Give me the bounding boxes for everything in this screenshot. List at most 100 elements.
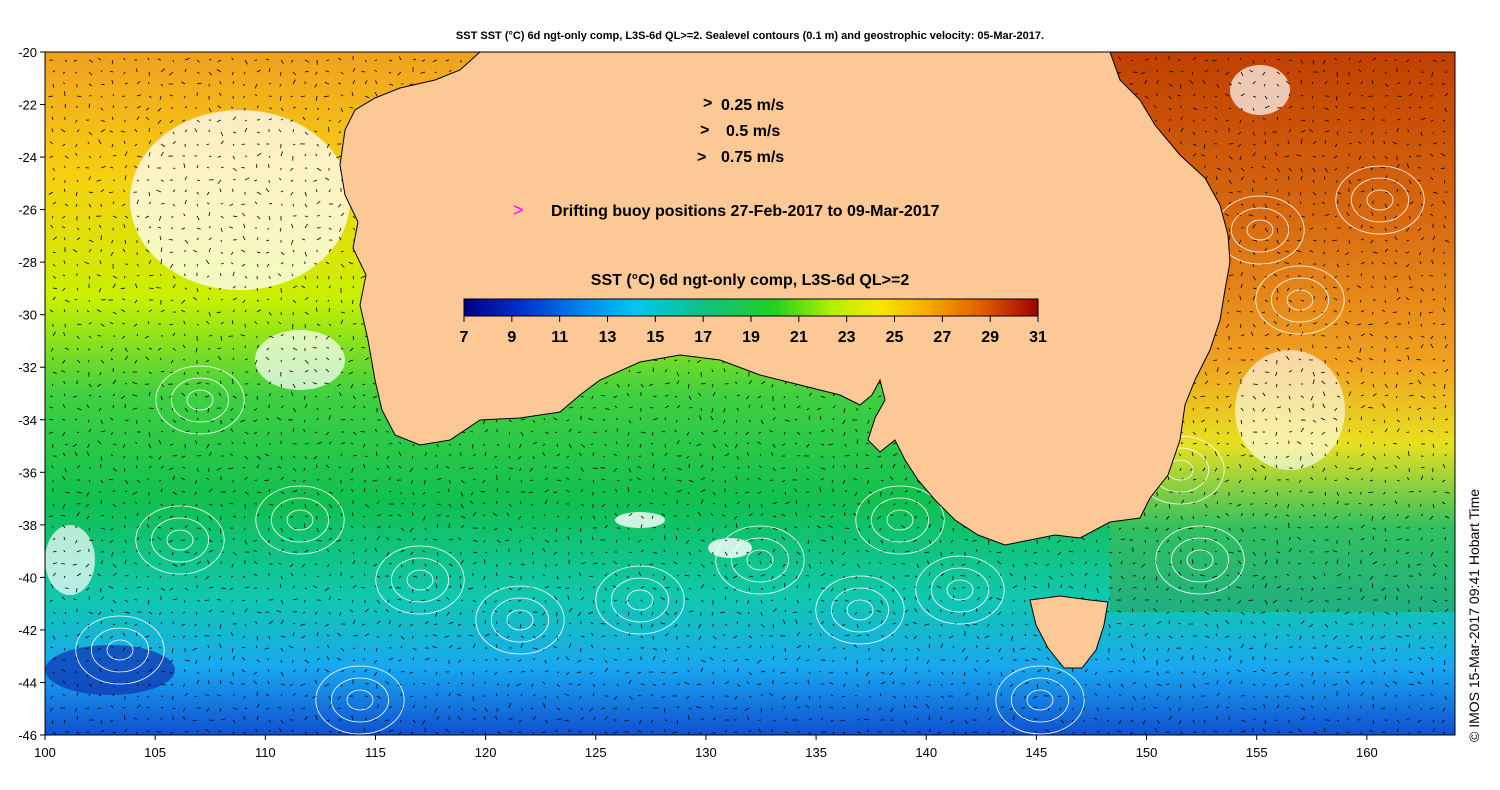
velocity-arrow — [1179, 83, 1182, 89]
velocity-arrow — [313, 455, 318, 460]
velocity-arrow — [1408, 155, 1412, 158]
velocity-arrow — [543, 418, 546, 421]
velocity-arrow — [280, 203, 283, 206]
velocity-arrow — [832, 417, 835, 421]
velocity-arrow — [1405, 251, 1410, 254]
velocity-arrow — [844, 489, 848, 493]
velocity-arrow — [1420, 117, 1426, 121]
velocity-arrow — [1384, 83, 1389, 87]
velocity-arrow — [688, 442, 691, 445]
velocity-arrow — [1407, 321, 1410, 325]
velocity-arrow — [412, 443, 415, 447]
velocity-arrow — [328, 415, 331, 421]
velocity-arrow — [133, 165, 138, 169]
velocity-arrow — [1358, 430, 1362, 433]
velocity-arrow — [1154, 57, 1158, 61]
velocity-arrow — [124, 215, 129, 219]
velocity-arrow — [1430, 83, 1434, 86]
velocity-arrow — [243, 441, 246, 445]
velocity-arrow — [1360, 273, 1363, 277]
velocity-arrow — [664, 369, 668, 373]
velocity-arrow — [1228, 419, 1231, 422]
velocity-arrow — [1285, 455, 1290, 459]
velocity-arrow — [75, 119, 78, 123]
velocity-arrow — [278, 321, 282, 325]
velocity-arrow — [588, 418, 594, 421]
velocity-arrow — [340, 371, 344, 374]
velocity-arrow — [1336, 395, 1341, 398]
velocity-arrow — [52, 70, 56, 73]
velocity-arrow — [807, 503, 810, 507]
velocity-arrow — [1384, 479, 1387, 483]
velocity-arrow — [1228, 287, 1231, 290]
velocity-arrow — [265, 356, 270, 361]
velocity-arrow — [422, 550, 426, 553]
velocity-arrow — [220, 503, 223, 507]
velocity-arrow — [856, 563, 861, 568]
velocity-arrow — [1404, 515, 1410, 519]
velocity-arrow — [364, 536, 367, 541]
velocity-arrow — [232, 537, 235, 541]
velocity-arrow — [614, 512, 618, 517]
velocity-arrow — [843, 464, 846, 469]
velocity-arrow — [652, 367, 654, 373]
velocity-arrow — [1285, 479, 1290, 481]
velocity-arrow — [1416, 179, 1422, 182]
velocity-arrow — [1420, 311, 1422, 317]
velocity-arrow — [1204, 539, 1206, 543]
velocity-arrow — [110, 527, 114, 531]
velocity-arrow — [1396, 428, 1400, 433]
velocity-arrow — [232, 285, 236, 289]
velocity-arrow — [316, 539, 322, 542]
velocity-arrow — [183, 320, 186, 325]
velocity-arrow — [1407, 355, 1410, 361]
velocity-arrow — [229, 203, 234, 207]
velocity-arrow — [388, 477, 392, 481]
velocity-arrow — [168, 467, 174, 471]
velocity-arrow — [1154, 503, 1158, 508]
velocity-arrow — [724, 395, 727, 399]
velocity-arrow — [807, 539, 810, 545]
velocity-arrow — [472, 551, 478, 554]
velocity-arrow — [1348, 142, 1352, 145]
velocity-arrow — [172, 275, 176, 279]
velocity-arrow — [650, 443, 654, 445]
velocity-arrow — [219, 92, 222, 97]
velocity-arrow — [520, 431, 524, 437]
velocity-arrow — [1432, 371, 1436, 374]
velocity-arrow — [1394, 236, 1398, 241]
velocity-arrow — [1418, 227, 1422, 232]
velocity-arrow — [1322, 403, 1326, 409]
velocity-arrow — [1347, 551, 1350, 555]
velocity-arrow — [327, 107, 330, 111]
velocity-arrow — [1300, 119, 1306, 122]
velocity-arrow — [1396, 82, 1401, 85]
velocity-arrow — [400, 563, 403, 568]
velocity-arrow — [1252, 369, 1255, 373]
velocity-arrow — [890, 491, 894, 495]
velocity-arrow — [505, 539, 510, 542]
velocity-arrow — [109, 478, 114, 481]
velocity-arrow — [100, 70, 103, 73]
velocity-arrow — [950, 539, 954, 543]
velocity-arrow — [124, 239, 127, 244]
velocity-arrow — [232, 515, 237, 518]
velocity-arrow — [304, 443, 309, 445]
velocity-arrow — [1394, 500, 1398, 505]
velocity-arrow — [1296, 441, 1302, 445]
velocity-arrow — [613, 453, 618, 457]
velocity-arrow — [1369, 479, 1374, 482]
velocity-arrow — [1396, 287, 1399, 293]
velocity-arrow — [736, 523, 738, 529]
velocity-arrow — [1226, 454, 1230, 457]
velocity-arrow — [1384, 321, 1389, 325]
velocity-arrow — [157, 58, 162, 61]
velocity-arrow — [904, 465, 906, 469]
velocity-arrow — [207, 297, 210, 301]
velocity-arrow — [676, 551, 679, 555]
velocity-arrow — [760, 405, 763, 409]
velocity-arrow — [1360, 537, 1365, 541]
velocity-arrow — [1300, 215, 1306, 218]
velocity-arrow — [448, 563, 453, 567]
velocity-arrow — [184, 287, 188, 290]
